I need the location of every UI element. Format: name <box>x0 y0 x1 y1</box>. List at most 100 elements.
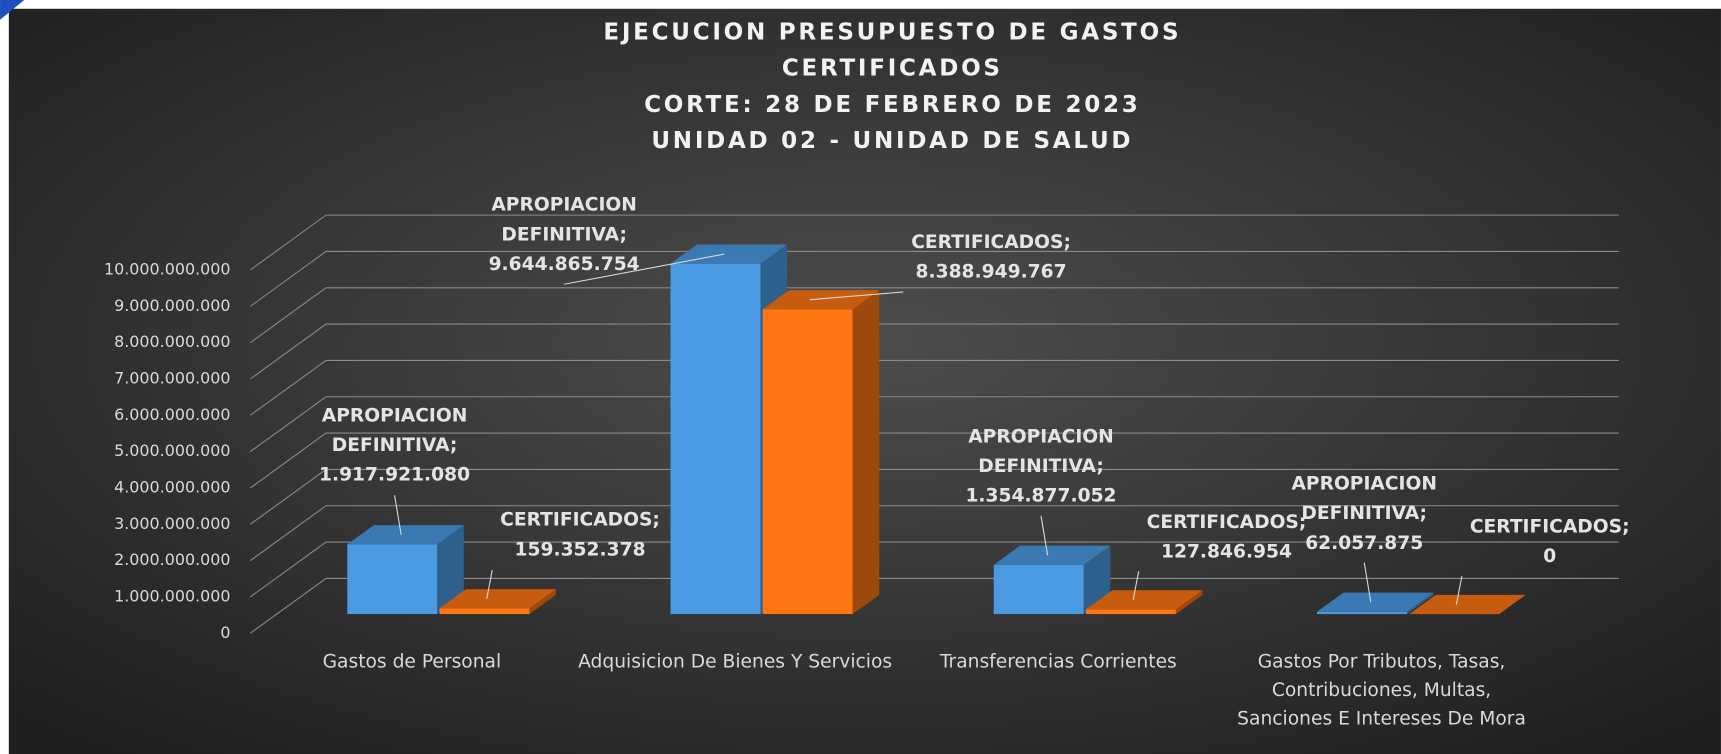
data-label-name: APROPIACION DEFINITIVA; <box>296 402 494 461</box>
y-tick-label: 3.000.000.000 <box>114 514 230 533</box>
bar-front <box>670 263 761 615</box>
bar-top <box>1316 592 1434 612</box>
data-label-name: APROPIACION DEFINITIVA; <box>942 422 1140 481</box>
separator: ; <box>1096 455 1104 478</box>
data-label-name: APROPIACION DEFINITIVA; <box>465 191 663 250</box>
grid-line <box>249 250 1619 307</box>
data-label-value: 1.917.921.080 <box>319 464 471 487</box>
data-label-name: APROPIACION DEFINITIVA; <box>1265 469 1463 528</box>
series-name: APROPIACION DEFINITIVA <box>1291 472 1437 525</box>
title-line: UNIDAD 02 - UNIDAD DE SALUD <box>651 128 1133 154</box>
data-label-name: CERTIFICADOS; <box>892 228 1090 258</box>
bar-side <box>852 290 880 615</box>
bar-front <box>993 564 1084 615</box>
bar-front <box>439 608 530 615</box>
separator: ; <box>1063 231 1071 254</box>
data-label-value: 127.846.954 <box>1160 540 1292 563</box>
data-label-name: CERTIFICADOS; <box>1128 508 1326 538</box>
data-label: CERTIFICADOS; 127.846.954 <box>1128 435 1326 567</box>
grid-line <box>249 287 1619 344</box>
data-label-box: CERTIFICADOS; 8.388.949.767 <box>892 156 1090 288</box>
x-tick-label-box: Adquisicion De Bienes Y Servicios <box>578 651 892 673</box>
data-label: APROPIACION DEFINITIVA; 62.057.875 <box>1265 427 1463 559</box>
y-tick-label: 8.000.000.000 <box>114 332 230 351</box>
data-label: APROPIACION DEFINITIVA; 1.354.877.052 <box>942 380 1140 512</box>
bar-side <box>529 589 556 615</box>
grid-line <box>249 214 1619 271</box>
series-name: APROPIACION DEFINITIVA <box>321 405 468 457</box>
x-tick-label: Gastos de Personal <box>322 650 502 673</box>
corner-decoration <box>0 0 25 20</box>
data-label: CERTIFICADOS; 0 <box>1451 440 1649 572</box>
y-tick-label: 5.000.000.000 <box>114 441 230 460</box>
grid-line <box>249 505 1619 562</box>
leader-line <box>1363 562 1372 603</box>
data-label: CERTIFICADOS; 159.352.378 <box>481 434 679 566</box>
grid-line <box>249 323 1619 380</box>
separator: ; <box>449 434 458 457</box>
x-tick-label: Transferencias Corrientes <box>939 650 1177 673</box>
grid-line <box>249 359 1619 416</box>
bar-side <box>437 525 464 615</box>
leader-line <box>809 291 904 301</box>
data-label-value: 1.354.877.052 <box>965 484 1117 507</box>
data-label-box: APROPIACION DEFINITIVA; 1.354.877.052 <box>942 380 1140 512</box>
data-label-value: 62.057.875 <box>1305 531 1424 554</box>
data-label-name: CERTIFICADOS; <box>481 506 679 536</box>
bar-top <box>347 525 464 545</box>
leader-line <box>1132 571 1140 600</box>
bar-side <box>1406 592 1434 615</box>
y-tick-label: 6.000.000.000 <box>114 405 230 424</box>
separator: ; <box>1622 515 1630 538</box>
bar-front <box>1316 611 1407 615</box>
bars <box>347 244 1526 615</box>
data-label-box: CERTIFICADOS;127.846.954 <box>1128 435 1326 567</box>
data-label: CERTIFICADOS; 8.388.949.767 <box>892 156 1090 288</box>
x-tick-label: Gastos Por Tributos, Tasas, Contribucion… <box>1237 650 1526 730</box>
separator: ; <box>652 509 660 532</box>
y-tick-label: 7.000.000.000 <box>114 368 230 387</box>
bar-front <box>762 309 853 615</box>
title-line: EJECUCION PRESUPUESTO DE GASTOS <box>603 19 1181 45</box>
grid-line <box>249 468 1619 525</box>
data-label-box: APROPIACION DEFINITIVA; 1.917.921.080 <box>296 402 494 487</box>
bar-top <box>993 545 1111 565</box>
labels: Gastos de Personal Adquisicion De Bienes … <box>296 148 1649 730</box>
bar-side <box>1175 590 1203 615</box>
y-tick-label: 9.000.000.000 <box>114 296 230 315</box>
series-name: CERTIFICADOS <box>1146 510 1299 533</box>
y-tick-label: 1.000.000.000 <box>114 586 230 605</box>
y-tick-label: 4.000.000.000 <box>114 477 230 496</box>
y-tick-label: 0 <box>220 623 230 642</box>
data-label-value: 159.352.378 <box>514 539 646 562</box>
data-label-name: CERTIFICADOS; <box>1451 512 1649 542</box>
data-label: APROPIACION DEFINITIVA; 9.644.865.754 <box>465 148 663 280</box>
series-name: CERTIFICADOS <box>1469 515 1623 538</box>
grid: 0 1.000.000.000 2.000.000.000 3.000.000.000… <box>104 214 1619 642</box>
separator: ; <box>1419 502 1428 525</box>
leader-line <box>564 253 725 285</box>
leader-line <box>486 570 493 599</box>
grid-line <box>249 396 1619 453</box>
series-name: APROPIACION DEFINITIVA <box>491 194 637 246</box>
bar-front <box>347 544 438 615</box>
title-line: CORTE: 28 DE FEBRERO DE 2023 <box>644 92 1140 118</box>
series-name: APROPIACION DEFINITIVA <box>968 425 1114 478</box>
grid-line <box>249 541 1619 598</box>
chart-title: EJECUCION PRESUPUESTO DE GASTOS CERTIFICA… <box>603 19 1181 154</box>
x-tick-label-box: Gastos de Personal <box>322 650 502 673</box>
bar-top <box>439 589 556 609</box>
data-label-value: 8.388.949.767 <box>915 261 1067 284</box>
bar-top <box>1409 594 1526 615</box>
grid-line <box>249 432 1619 489</box>
leader-line <box>394 495 402 535</box>
data-label-box: APROPIACION DEFINITIVA; 62.057.875 <box>1265 427 1463 559</box>
data-label-value: 0 <box>1543 545 1557 568</box>
data-label-box: APROPIACION DEFINITIVA; 9.644.865.754 <box>465 148 663 280</box>
y-tick-label: 2.000.000.000 <box>114 550 230 569</box>
leader-line <box>1455 575 1463 605</box>
x-tick-label-box: Gastos Por Tributos, Tasas, Contribucion… <box>1237 650 1526 730</box>
bar-top <box>762 290 880 310</box>
